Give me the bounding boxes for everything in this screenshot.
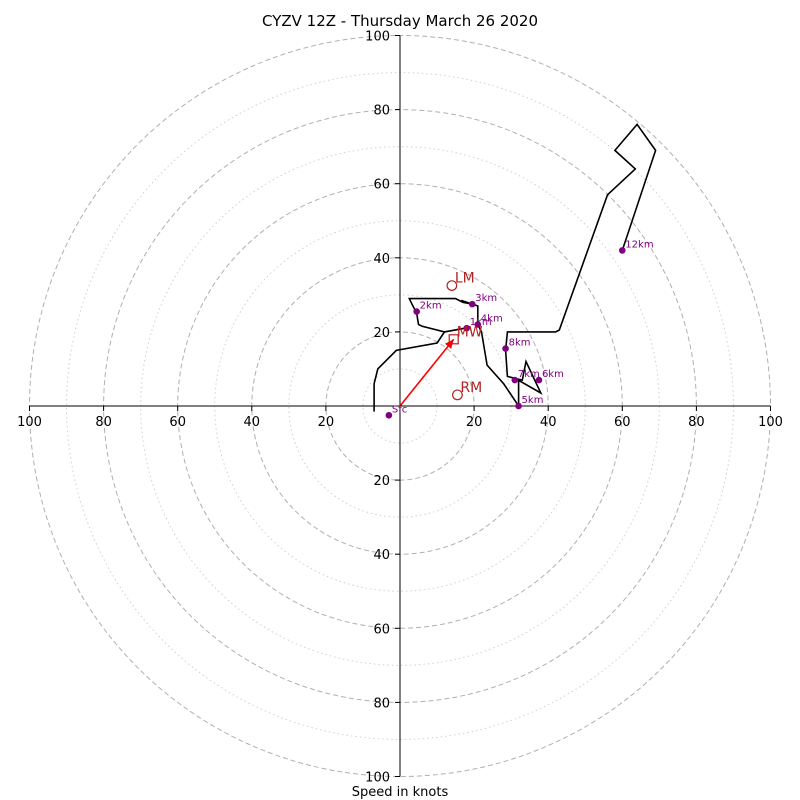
height-marker-dot xyxy=(535,376,543,384)
x-tick-label: 40 xyxy=(540,415,557,430)
hodograph-trace xyxy=(373,123,657,412)
height-marker-label: 1km xyxy=(470,317,492,328)
chart-title: CYZV 12Z - Thursday March 26 2020 xyxy=(262,12,538,30)
y-tick-label: 60 xyxy=(373,178,390,193)
tick-labels: 100 80 60 40 20 20 40 60 80 100 100 80 60 40 20 20 40 60 8… xyxy=(17,30,783,786)
y-tick-label: 100 xyxy=(365,30,390,45)
height-marker-label: 5km xyxy=(522,395,544,406)
height-marker-label: 7km xyxy=(518,369,540,380)
height-marker-label: 4km xyxy=(481,313,503,324)
x-tick-label: 60 xyxy=(614,415,631,430)
height-marker-label: 12km xyxy=(625,239,653,250)
x-tick-label: 80 xyxy=(688,415,705,430)
x-tick-label: 100 xyxy=(17,415,42,430)
mean-wind-arrow xyxy=(399,338,455,407)
y-tick-label: 100 xyxy=(365,771,390,786)
height-marker-label: 2km xyxy=(420,301,442,312)
mean-wind-shaft xyxy=(399,338,455,407)
storm-motion-label: LM xyxy=(455,271,475,287)
x-tick-label: 20 xyxy=(466,415,483,430)
x-tick-label: 80 xyxy=(95,415,112,430)
y-tick-label: 20 xyxy=(373,474,390,489)
height-marker-dot xyxy=(502,345,509,352)
y-tick-label: 60 xyxy=(373,622,390,637)
y-tick-label: 40 xyxy=(373,548,390,563)
height-marker-dot xyxy=(515,402,522,410)
y-tick-label: 20 xyxy=(373,326,390,341)
storm-motion-circle xyxy=(452,389,463,401)
height-marker-label: 3km xyxy=(475,293,497,304)
height-marker-dot xyxy=(385,411,393,419)
height-marker-label: 6km xyxy=(542,369,564,380)
hodograph-line xyxy=(373,123,657,412)
height-marker-dot xyxy=(413,308,420,315)
y-tick-label: 40 xyxy=(373,252,390,267)
height-marker-label: 8km xyxy=(509,338,531,349)
y-tick-label: 80 xyxy=(373,104,390,119)
height-marker-label: Sfc xyxy=(392,404,407,415)
x-axis-label: Speed in knots xyxy=(352,785,449,800)
storm-motion-label: RM xyxy=(460,380,482,396)
x-tick-label: 40 xyxy=(244,415,261,430)
height-marker-dot xyxy=(511,376,519,384)
height-marker-dot xyxy=(619,247,626,254)
height-marker-dot xyxy=(463,324,470,332)
storm-motion-circle xyxy=(446,280,458,291)
storm-motion-markers: LM MW RM xyxy=(446,271,483,401)
x-tick-label: 100 xyxy=(758,415,783,430)
x-tick-label: 20 xyxy=(318,415,335,430)
y-tick-label: 80 xyxy=(373,696,390,711)
storm-motion-label: MW xyxy=(457,324,483,340)
x-tick-label: 60 xyxy=(169,415,186,430)
height-marker-dot xyxy=(468,300,476,308)
storm-motion-square xyxy=(448,334,459,345)
height-marker-dot xyxy=(474,321,482,328)
